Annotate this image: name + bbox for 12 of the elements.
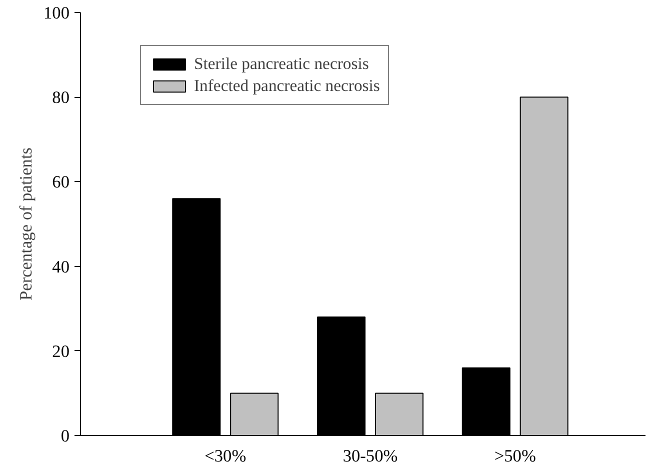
- y-tick-label: 20: [52, 342, 70, 361]
- legend-label: Infected pancreatic necrosis: [194, 76, 380, 96]
- y-tick-label: 80: [52, 88, 70, 108]
- x-tick-label: >50%: [494, 446, 536, 466]
- legend-label: Sterile pancreatic necrosis: [194, 54, 369, 74]
- y-tick-label: 0: [60, 426, 70, 446]
- y-tick-label: 40: [52, 257, 70, 276]
- y-tick-label: 60: [52, 172, 70, 192]
- y-axis-title: Percentage of patients: [16, 147, 36, 300]
- y-tick-label: 100: [44, 4, 70, 22]
- x-tick-label: <30%: [204, 446, 246, 466]
- x-tick-label: 30-50%: [342, 446, 398, 466]
